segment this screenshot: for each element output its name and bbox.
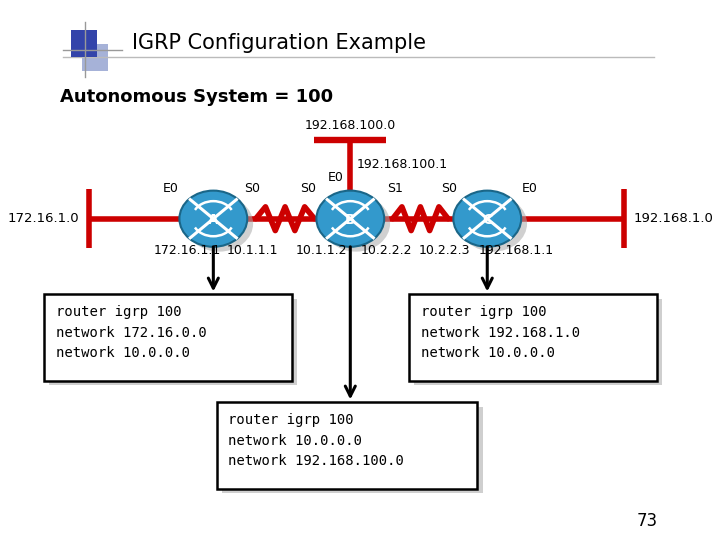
FancyBboxPatch shape (222, 407, 482, 493)
Text: E0: E0 (328, 171, 343, 184)
FancyBboxPatch shape (71, 30, 97, 57)
Text: 192.168.1.0: 192.168.1.0 (634, 212, 714, 225)
Circle shape (179, 191, 247, 247)
Circle shape (316, 191, 384, 247)
Circle shape (454, 191, 521, 247)
FancyBboxPatch shape (49, 299, 297, 385)
FancyBboxPatch shape (44, 294, 292, 381)
Circle shape (185, 195, 253, 252)
FancyBboxPatch shape (414, 299, 662, 385)
Text: 10.2.2.2: 10.2.2.2 (361, 244, 412, 257)
Text: S0: S0 (245, 183, 261, 195)
Text: 73: 73 (637, 512, 658, 530)
Text: E0: E0 (163, 183, 179, 195)
Text: E0: E0 (522, 183, 538, 195)
Text: 10.1.1.2: 10.1.1.2 (295, 244, 347, 257)
Text: A: A (208, 213, 219, 227)
Text: 192.168.100.0: 192.168.100.0 (305, 119, 396, 132)
Text: C: C (482, 213, 492, 227)
Text: 10.1.1.1: 10.1.1.1 (227, 244, 278, 257)
Text: B: B (345, 213, 356, 227)
Text: Autonomous System = 100: Autonomous System = 100 (60, 88, 333, 106)
Text: router igrp 100
network 172.16.0.0
network 10.0.0.0: router igrp 100 network 172.16.0.0 netwo… (55, 305, 206, 360)
Text: S1: S1 (387, 183, 402, 195)
Text: router igrp 100
network 192.168.1.0
network 10.0.0.0: router igrp 100 network 192.168.1.0 netw… (420, 305, 580, 360)
Circle shape (459, 195, 527, 252)
FancyBboxPatch shape (81, 44, 108, 71)
Text: 192.168.1.1: 192.168.1.1 (479, 244, 554, 257)
Text: router igrp 100
network 10.0.0.0
network 192.168.100.0: router igrp 100 network 10.0.0.0 network… (228, 413, 404, 468)
FancyBboxPatch shape (217, 402, 477, 489)
Text: IGRP Configuration Example: IGRP Configuration Example (132, 33, 426, 53)
Text: S0: S0 (300, 183, 316, 195)
Text: 172.16.1.0: 172.16.1.0 (8, 212, 80, 225)
Text: S0: S0 (441, 183, 457, 195)
Text: 192.168.100.1: 192.168.100.1 (357, 158, 448, 171)
Text: 172.16.1.1: 172.16.1.1 (153, 244, 221, 257)
Circle shape (323, 195, 390, 252)
FancyBboxPatch shape (409, 294, 657, 381)
Text: 10.2.2.3: 10.2.2.3 (419, 244, 471, 257)
